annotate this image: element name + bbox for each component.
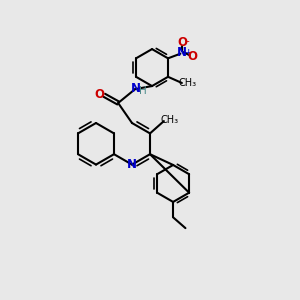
Text: O: O xyxy=(188,50,198,62)
Text: O: O xyxy=(95,88,105,101)
Text: CH₃: CH₃ xyxy=(161,115,179,124)
Text: -: - xyxy=(185,36,189,46)
Text: N: N xyxy=(131,82,141,95)
Text: H: H xyxy=(139,86,147,96)
Text: +: + xyxy=(184,48,192,57)
Text: CH₃: CH₃ xyxy=(178,78,196,88)
Text: O: O xyxy=(177,36,187,50)
Text: N: N xyxy=(177,46,187,59)
Text: N: N xyxy=(127,158,137,171)
